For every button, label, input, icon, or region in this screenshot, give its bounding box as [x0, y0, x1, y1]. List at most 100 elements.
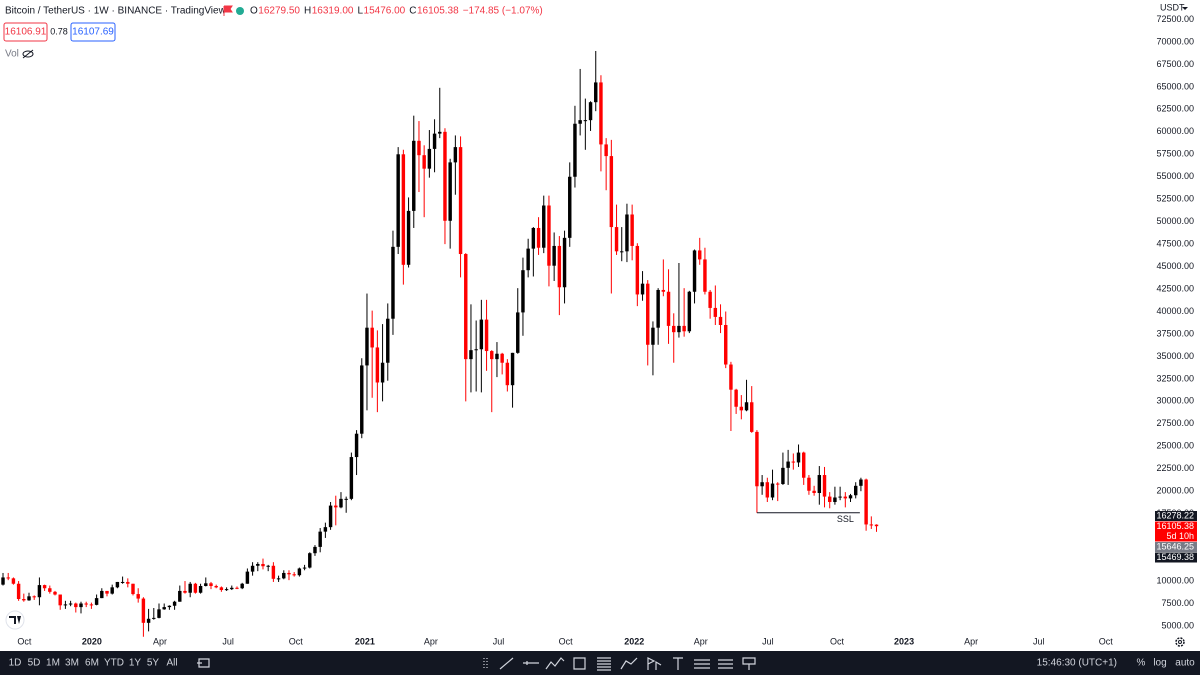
candle-body — [89, 604, 94, 606]
range-button[interactable]: 5Y — [147, 658, 160, 669]
candle-body — [557, 245, 562, 288]
x-tick-label: Oct — [559, 636, 574, 646]
candle-body — [703, 259, 707, 292]
candle-body — [396, 154, 400, 247]
candle-body — [708, 291, 712, 308]
candle-body — [599, 82, 603, 145]
x-tick-label: Oct — [1099, 636, 1114, 646]
candle-body — [172, 601, 177, 606]
candle-body — [609, 156, 614, 228]
ohlc-legend: O 16279.50 H 16319.00 L 15476.00 C 16105.38 −174… — [250, 6, 543, 17]
candle-body — [287, 572, 291, 575]
y-tick-label: 55000.00 — [1156, 171, 1194, 181]
x-tick-label: Apr — [424, 636, 438, 646]
candle-body — [417, 140, 421, 156]
candle-body — [16, 583, 21, 600]
candle-body — [448, 162, 452, 221]
candle-body — [94, 598, 99, 605]
candle-body — [755, 431, 759, 487]
settings-icon[interactable] — [1175, 637, 1185, 647]
range-button[interactable]: 1D — [9, 658, 22, 669]
candle-body — [874, 524, 879, 527]
y-tick-label: 40000.00 — [1156, 306, 1194, 316]
scale-option[interactable]: auto — [1175, 658, 1195, 669]
candle-body — [765, 482, 770, 498]
price-label-box — [1155, 511, 1197, 521]
candle-body — [183, 590, 187, 593]
candle-body — [375, 347, 380, 383]
candle-body — [469, 350, 473, 360]
candle-body — [58, 594, 62, 606]
candle-body — [354, 433, 359, 458]
candle-body — [292, 574, 296, 576]
legend-key: H — [304, 6, 311, 17]
countdown: 5d 10h — [1166, 531, 1194, 541]
flag-icon[interactable] — [223, 5, 233, 16]
candle-body — [344, 498, 348, 500]
candle-body — [302, 567, 307, 569]
candle-body — [115, 581, 120, 588]
drawing-tools[interactable] — [483, 657, 756, 671]
candle-body — [729, 364, 733, 390]
price-label: 15469.38 — [1156, 552, 1194, 562]
spread: 0.78 — [50, 26, 68, 36]
range-button[interactable]: YTD — [104, 658, 124, 669]
legend-value: 16105.38 — [417, 6, 459, 17]
candle-body — [261, 563, 265, 567]
candle-body — [105, 590, 109, 594]
price-label-box — [1155, 521, 1197, 542]
candle-body — [146, 618, 151, 623]
y-tick-label: 27500.00 — [1156, 418, 1194, 428]
candle-body — [136, 594, 140, 599]
range-button[interactable]: 1Y — [129, 658, 142, 669]
candle-body — [562, 237, 567, 288]
candle-body — [235, 587, 239, 589]
range-button[interactable]: 3M — [65, 658, 79, 669]
candle-body — [63, 604, 68, 606]
x-tick-label: Apr — [153, 636, 167, 646]
candle-body — [318, 531, 322, 547]
hide-icon[interactable] — [22, 49, 34, 59]
candle-body — [500, 353, 504, 363]
candle-body — [167, 605, 172, 608]
candle-body — [588, 102, 593, 121]
candle-body — [162, 607, 166, 610]
candle-body — [380, 362, 385, 383]
candle-body — [198, 585, 203, 593]
x-tick-label: Jul — [1033, 636, 1045, 646]
candle-body — [250, 565, 255, 572]
y-tick-label: 65000.00 — [1156, 81, 1194, 91]
candle-body — [370, 327, 374, 348]
bid-box[interactable] — [3, 22, 48, 42]
candle-body — [802, 452, 806, 478]
scale-option[interactable]: log — [1153, 658, 1166, 669]
x-tick-label: Oct — [289, 636, 304, 646]
x-tick-label: Apr — [694, 636, 708, 646]
ask-box[interactable] — [70, 22, 116, 42]
plot: 5000.007500.0010000.0012500.0015000.0017… — [1, 14, 1197, 646]
tv-logo — [5, 610, 25, 630]
currency[interactable]: USDT — [1160, 2, 1185, 12]
candle-body — [864, 479, 868, 525]
legend-value: 15476.00 — [364, 6, 406, 17]
candle-body — [744, 402, 749, 411]
range-button[interactable]: 5D — [28, 658, 41, 669]
scale-option[interactable]: % — [1137, 658, 1146, 669]
candle-body — [1, 577, 5, 585]
candle-body — [391, 246, 395, 319]
candle-body — [6, 577, 10, 579]
candle-body — [120, 581, 125, 583]
range-button[interactable]: 6M — [85, 658, 99, 669]
range-button[interactable]: 1M — [46, 658, 60, 669]
range-button[interactable]: All — [166, 658, 177, 669]
y-tick-label: 60000.00 — [1156, 126, 1194, 136]
bottom-toolbar: 1D 5D 1M 3M 6M YTD 1Y 5Y All 15:46:30 (UTC+1)% log… — [0, 651, 1200, 675]
price-label-box — [1155, 542, 1197, 552]
candle-body — [724, 324, 728, 365]
candle-body — [339, 498, 343, 508]
candle-body — [422, 155, 426, 169]
y-tick-label: 47500.00 — [1156, 239, 1194, 249]
goto-icon[interactable] — [197, 658, 210, 668]
candle-body — [438, 131, 442, 134]
